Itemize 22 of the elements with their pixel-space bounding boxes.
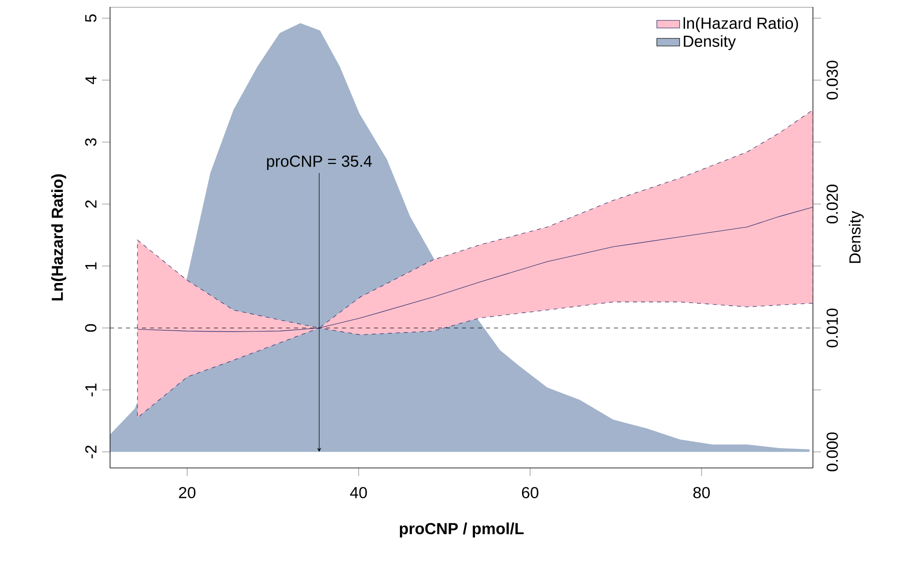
ref-line-label: proCNP = 35.4 [267, 156, 372, 170]
y-tick-label: 1 [85, 262, 96, 270]
y-tick-label: 3 [85, 138, 96, 146]
y-tick-label: -2 [85, 446, 96, 458]
legend-label: Density [684, 35, 736, 50]
y-tick-label: 4 [85, 76, 96, 84]
x-tick-label: 60 [522, 486, 538, 498]
y2-tick-label: 0.030 [826, 60, 838, 100]
y2-tick-label: 0.000 [826, 432, 838, 472]
y-tick-label: 5 [85, 14, 96, 22]
x-tick-label: 20 [179, 486, 196, 498]
y2-tick-label: 0.010 [826, 308, 838, 348]
y-tick-label: 2 [85, 200, 96, 208]
x-axis-title: proCNP / pmol/L [400, 522, 524, 538]
x-tick-label: 80 [693, 486, 710, 498]
y-tick-label: 0 [85, 324, 96, 332]
legend-label: ln(Hazard Ratio) [684, 17, 798, 32]
y2-tick-label: 0.020 [826, 184, 838, 224]
x-tick-label: 40 [350, 486, 367, 498]
y2-axis-title: Density [848, 210, 864, 263]
y-axis-title: Ln(Hazard Ratio) [51, 174, 66, 300]
y-tick-label: -1 [85, 384, 96, 396]
